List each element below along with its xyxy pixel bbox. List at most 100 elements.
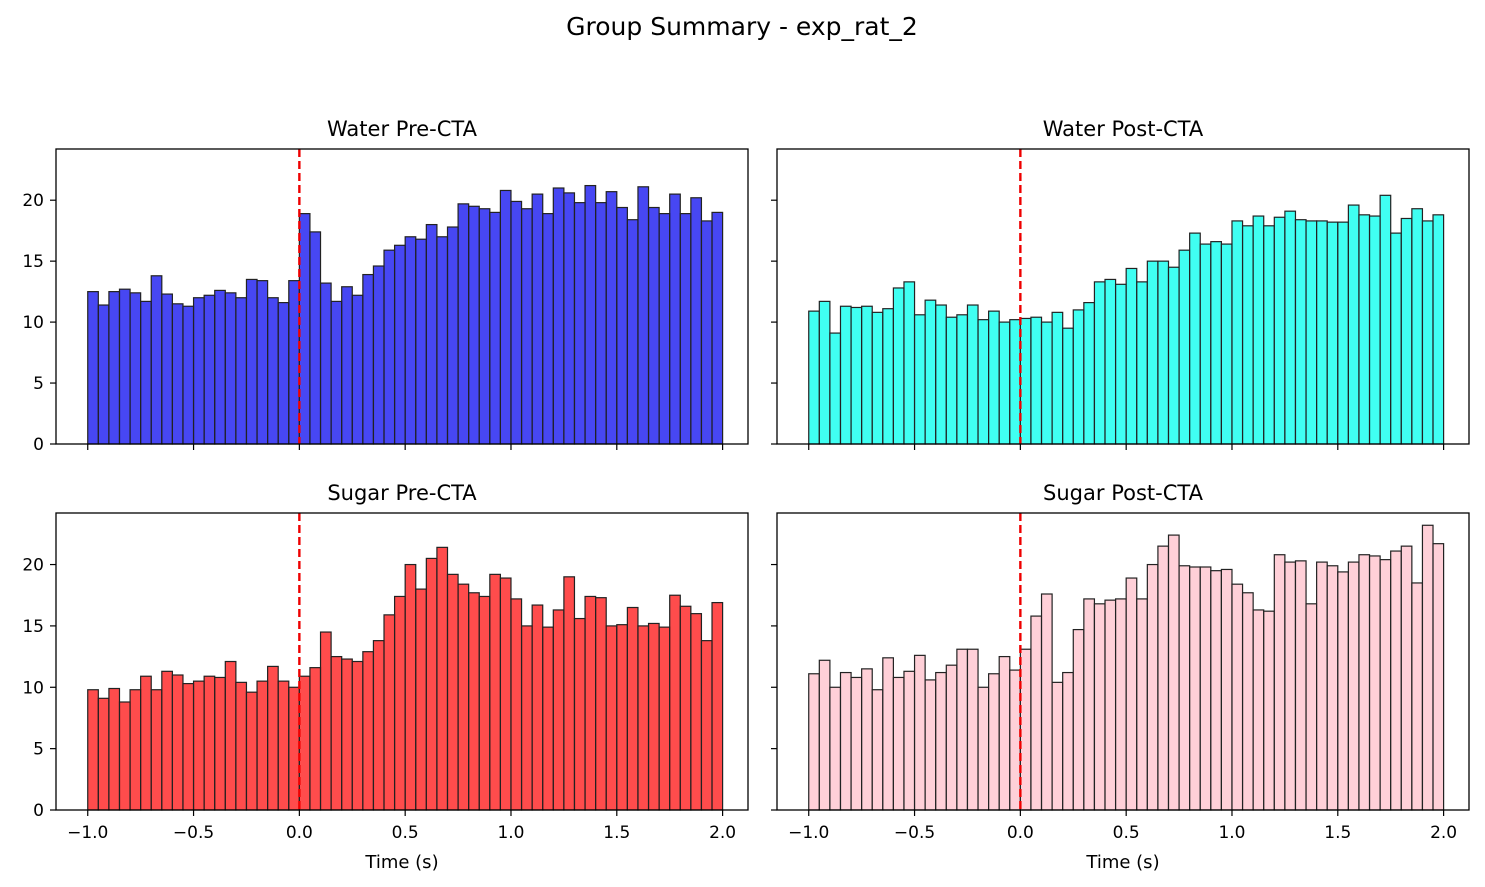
histogram-bar (1083, 302, 1096, 445)
histogram-bar (935, 304, 947, 445)
histogram-bar (595, 202, 607, 445)
histogram-bar (87, 689, 99, 811)
histogram-bar (1347, 561, 1360, 811)
histogram-bar (1062, 327, 1074, 445)
histogram-bar (1390, 232, 1402, 445)
histogram-bar (1220, 243, 1233, 445)
histogram-bar (966, 304, 979, 445)
histogram-bar (669, 594, 681, 811)
histogram-bar (182, 682, 195, 811)
histogram-bar (129, 689, 142, 811)
histogram-bar (1316, 220, 1328, 445)
histogram-bar (267, 665, 279, 811)
histogram-bar (850, 676, 863, 811)
histogram-bar (1125, 267, 1138, 445)
histogram-bar (245, 278, 258, 445)
histogram-bar (129, 292, 142, 445)
histogram-bar (1284, 210, 1297, 445)
histogram-bar (818, 300, 831, 445)
histogram-bar (892, 287, 905, 445)
y-tick-label: 10 (22, 313, 44, 333)
histogram-bar (690, 613, 703, 811)
histogram-bar (605, 191, 618, 445)
x-tick-label: 1.0 (1218, 823, 1245, 843)
histogram-bar (563, 576, 576, 811)
histogram-bar (288, 280, 300, 445)
histogram-bar (468, 205, 480, 445)
histogram-bar (977, 686, 990, 811)
histogram-bar (108, 687, 121, 811)
histogram-bar (1199, 243, 1212, 445)
histogram-bar (118, 701, 131, 811)
x-axis-label: Time (s) (1085, 852, 1159, 873)
histogram-bar (298, 213, 311, 445)
histogram-bar (192, 297, 205, 445)
histogram-bar (520, 208, 533, 445)
histogram-bar (203, 675, 216, 811)
histogram-bar (1231, 583, 1244, 811)
histogram-bar (140, 675, 152, 811)
histogram-bar (563, 192, 576, 445)
histogram-bar (808, 310, 820, 445)
histogram-bar (309, 667, 322, 811)
histogram-bar (161, 293, 173, 445)
histogram-bar (1030, 316, 1043, 445)
x-tick-label: 0.0 (1007, 823, 1034, 843)
histogram-bar (457, 203, 470, 445)
histogram-bar (552, 187, 565, 445)
histogram-bar (1231, 220, 1244, 445)
histogram-bar (489, 211, 502, 445)
histogram-bar (224, 660, 237, 811)
histogram-bar (520, 625, 533, 811)
histogram-bar (372, 265, 385, 445)
histogram-bar (362, 651, 375, 811)
histogram-bar (1263, 610, 1275, 811)
histogram-bar (871, 311, 884, 445)
histogram-bar (700, 220, 713, 445)
histogram-bar (309, 231, 322, 445)
histogram-bar (711, 211, 724, 445)
panel-sugar-pre-cta: Sugar Pre-CTA −1.0 −0.5 0.0 0.5 1.0 1.5 2.0 0 5 1… (22, 481, 749, 873)
histogram-bar (372, 640, 385, 811)
x-tick-label: −0.5 (173, 823, 214, 843)
histogram-bar (1019, 317, 1032, 445)
histogram-bar (839, 671, 852, 811)
histogram-bar (1189, 566, 1201, 811)
histogram-bar (1136, 281, 1148, 445)
histogram-bar (1421, 524, 1434, 811)
panel-title: Sugar Post-CTA (1043, 481, 1204, 505)
histogram-bar (1114, 283, 1127, 445)
histogram-bar (415, 238, 427, 445)
histogram-bar (861, 668, 873, 811)
histogram-bar (850, 306, 863, 445)
histogram-bar (924, 679, 937, 811)
histogram-bar (1358, 554, 1371, 811)
histogram-bar (818, 659, 831, 811)
histogram-bar (605, 625, 618, 811)
histogram-bar (1157, 545, 1170, 811)
histogram-bar (1432, 543, 1445, 811)
histogram-bar (97, 304, 110, 445)
histogram-bar (140, 300, 152, 445)
histogram-bar (977, 319, 990, 445)
histogram-bar (235, 681, 248, 811)
y-tick-label: 0 (33, 435, 44, 455)
histogram-bar (924, 299, 937, 445)
histogram-bar (1411, 208, 1424, 445)
histogram-bar (882, 657, 894, 811)
histogram-bar (711, 601, 724, 811)
histogram-bar (1030, 615, 1043, 811)
histogram-bar (1305, 603, 1318, 811)
histogram-bar (1072, 628, 1085, 811)
histogram-bar (489, 573, 502, 811)
panel-title: Sugar Pre-CTA (327, 481, 477, 505)
histogram-bar (1368, 555, 1381, 811)
histogram-bar (319, 282, 332, 445)
histogram-bar (839, 305, 852, 445)
histogram-bar (1284, 561, 1297, 811)
histogram-bar (256, 680, 269, 811)
histogram-bar (1379, 559, 1392, 811)
histogram-bar (393, 244, 406, 445)
histogram-bar (690, 197, 703, 445)
